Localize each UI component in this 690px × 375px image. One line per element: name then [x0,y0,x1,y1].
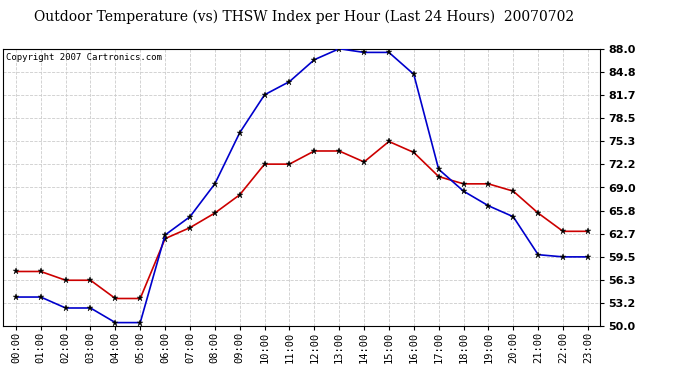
Text: Outdoor Temperature (vs) THSW Index per Hour (Last 24 Hours)  20070702: Outdoor Temperature (vs) THSW Index per … [34,9,573,24]
Text: Copyright 2007 Cartronics.com: Copyright 2007 Cartronics.com [6,53,162,62]
